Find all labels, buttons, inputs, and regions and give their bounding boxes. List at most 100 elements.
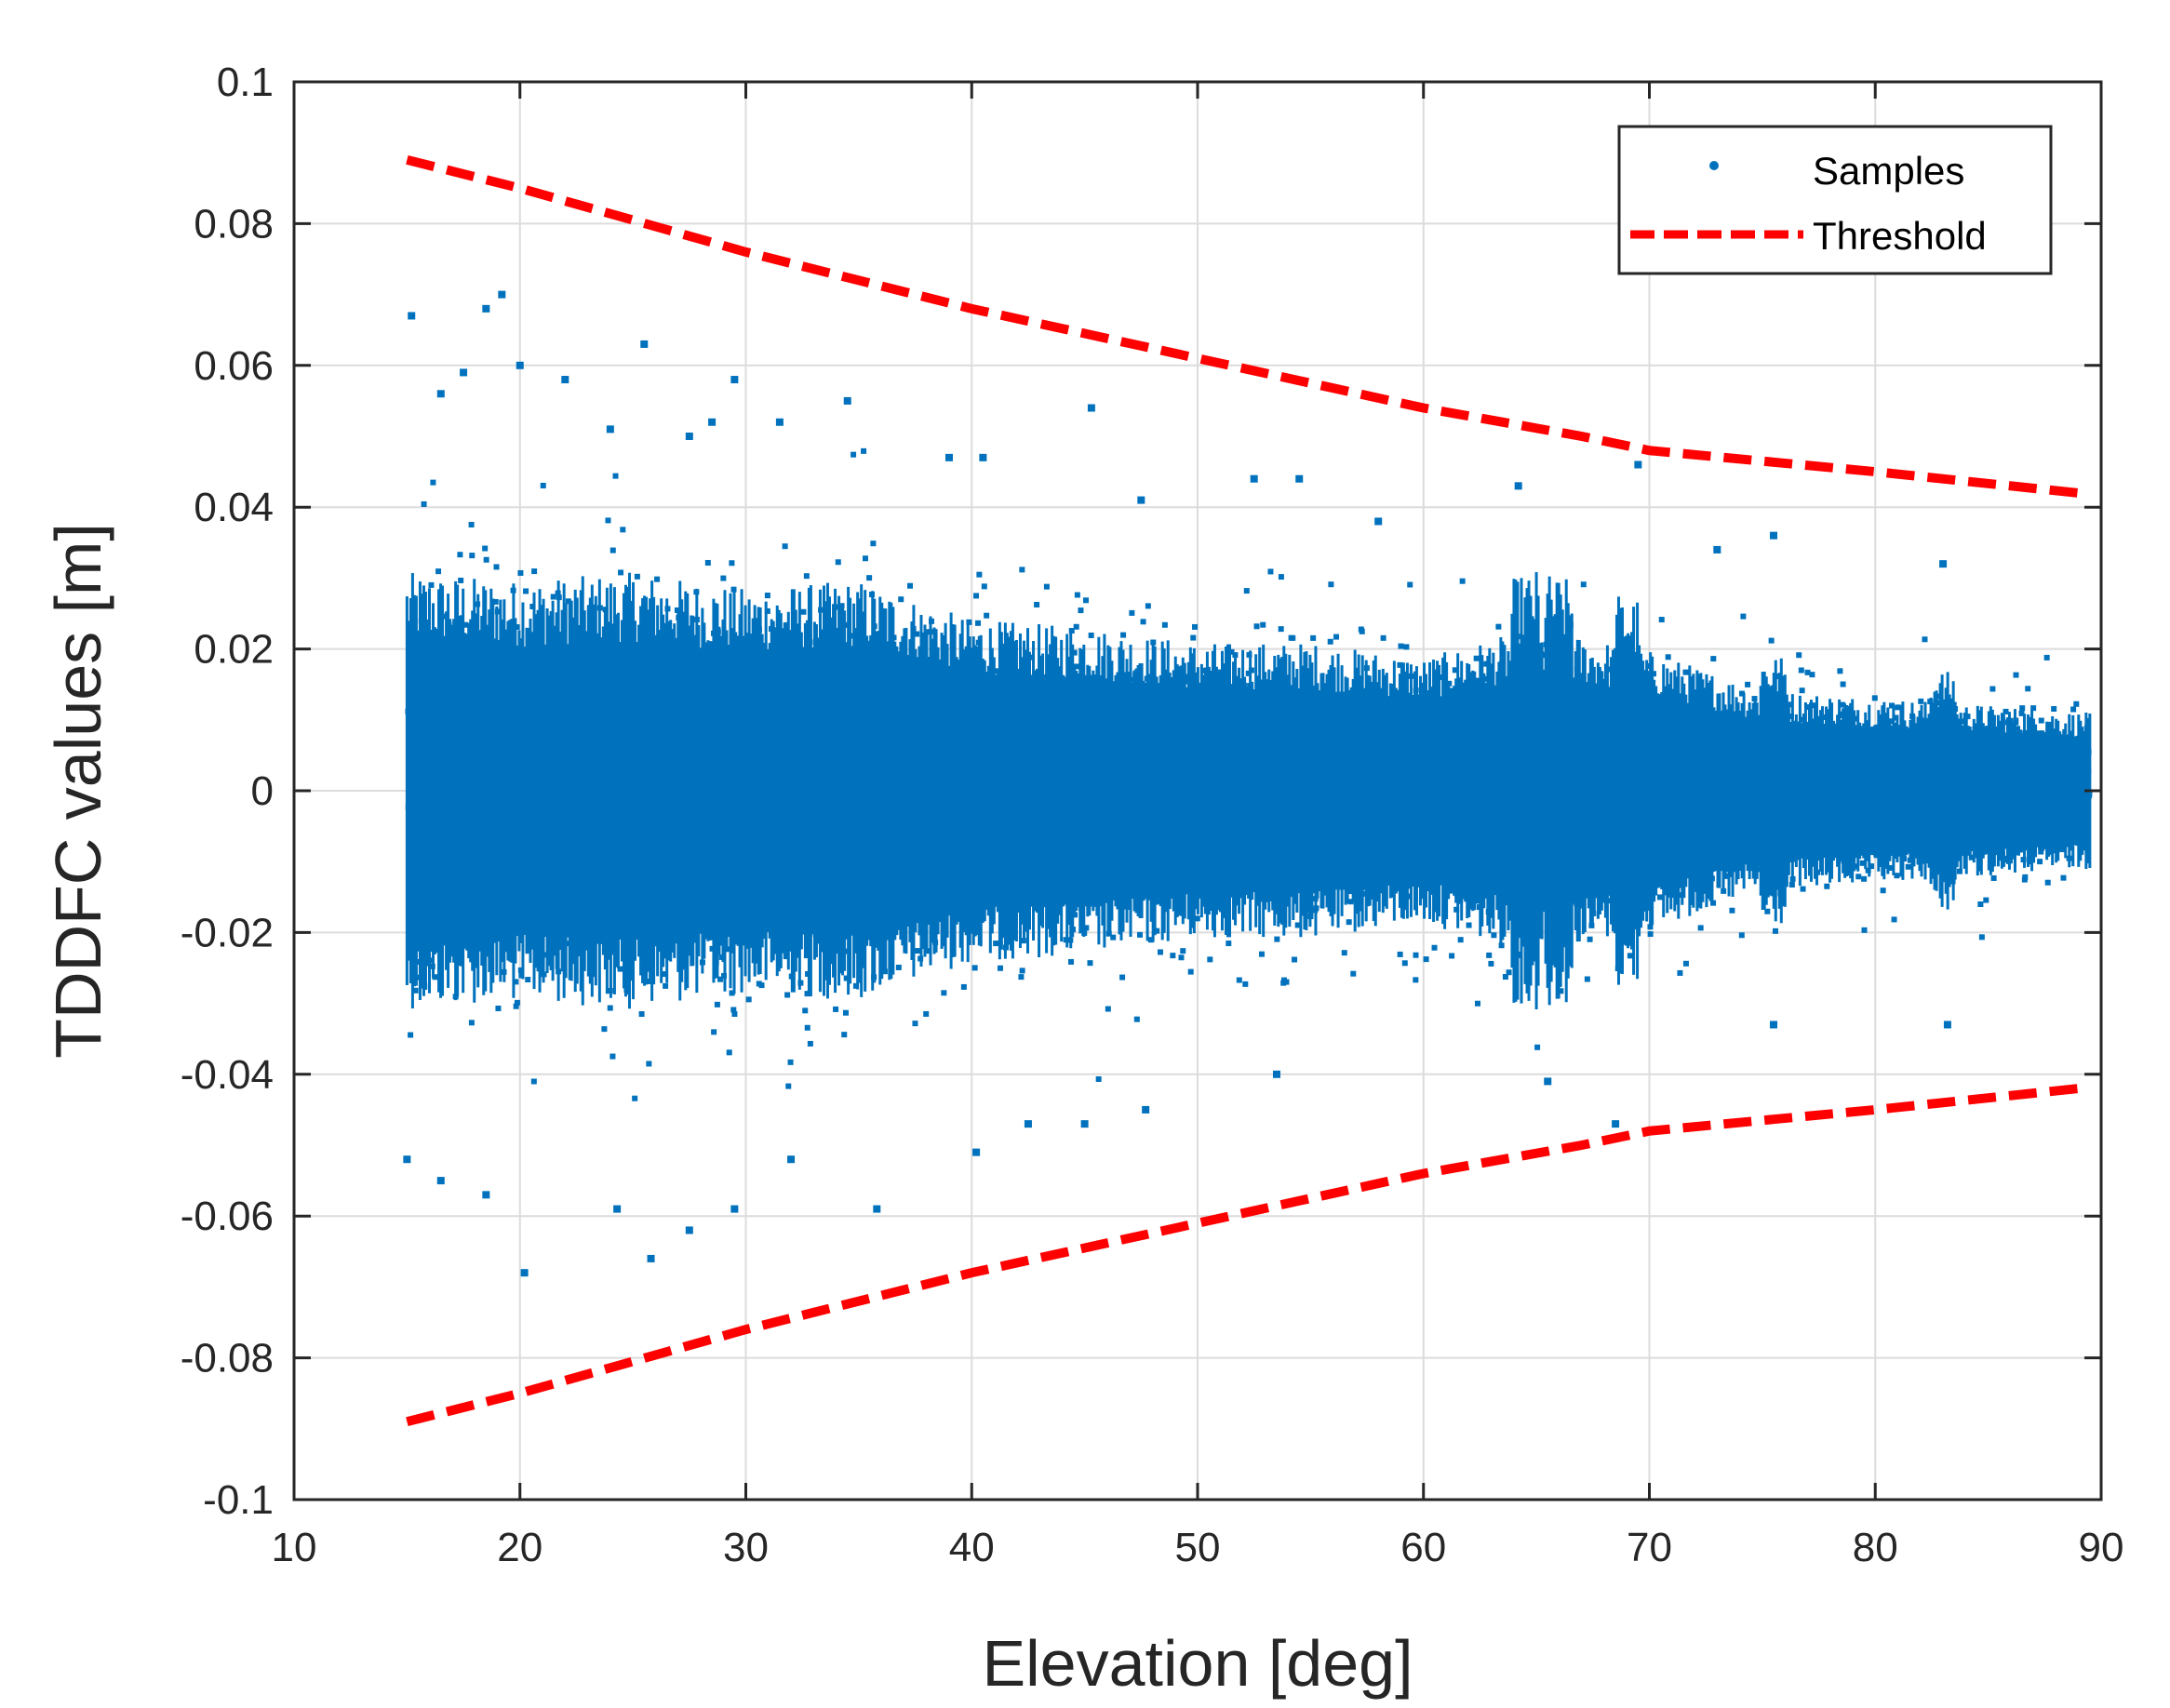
sample-point [494, 608, 501, 615]
sample-point [1344, 696, 1350, 702]
sample-point [2012, 792, 2018, 798]
sample-point [764, 593, 770, 599]
sample-point [778, 862, 784, 869]
sample-point [1332, 722, 1338, 728]
sample-point [1946, 792, 1952, 798]
sample-point [2029, 834, 2036, 840]
sample-point [1547, 726, 1553, 732]
sample-point [976, 754, 983, 761]
sample-point [522, 729, 529, 736]
sample-point [550, 681, 556, 687]
sample-point [1029, 856, 1036, 862]
sample-point [1555, 791, 1561, 797]
sample-point [1757, 728, 1763, 735]
sample-point [1705, 808, 1711, 815]
sample-point [607, 845, 613, 851]
sample-point [1053, 831, 1060, 837]
sample-point [934, 862, 941, 869]
sample-point [455, 836, 462, 843]
sample-point [1766, 887, 1773, 893]
sample-point [2056, 841, 2063, 847]
sample-point [702, 754, 708, 760]
sample-point [1038, 681, 1044, 687]
sample-point [460, 836, 466, 843]
sample-point [1492, 856, 1498, 862]
sample-point [1400, 780, 1407, 786]
sample-point [479, 732, 486, 739]
sample-point [1788, 714, 1795, 720]
sample-point [1177, 885, 1184, 891]
tick-labels: 10 20 30 40 50 60 70 80 90-0.1-0.08-0.06-0.04-0.… [181, 60, 2124, 1570]
sample-point [1288, 847, 1294, 853]
sample-point [2027, 751, 2033, 757]
sample-point [1192, 623, 1199, 630]
sample-point [935, 785, 942, 792]
sample-point [409, 876, 416, 883]
sample-point [514, 624, 520, 631]
sample-point [1132, 672, 1139, 678]
sample-point [1740, 613, 1747, 620]
sample-outlier [979, 453, 987, 461]
sample-point [707, 875, 714, 882]
sample-point [1937, 784, 1944, 791]
sample-point [1511, 745, 1518, 752]
sample-point [1053, 784, 1060, 791]
sample-point [1749, 709, 1756, 715]
sample-point [1792, 757, 1799, 764]
sample-point [1628, 714, 1635, 721]
sample-point [997, 860, 1003, 866]
sample-point [768, 626, 774, 633]
sample-point [1172, 880, 1178, 887]
sample-point [1782, 861, 1788, 868]
sample-point [1073, 663, 1079, 670]
sample-point [1627, 953, 1633, 959]
sample-point [1909, 713, 1916, 719]
sample-point [609, 623, 616, 630]
sample-point [718, 954, 725, 960]
sample-point [1209, 822, 1215, 829]
sample-point [416, 668, 422, 674]
sample-point [1116, 726, 1122, 732]
sample-point [469, 553, 476, 559]
sample-point [1647, 931, 1654, 938]
sample-point [1631, 828, 1638, 834]
sample-point [426, 780, 433, 786]
sample-point [1607, 843, 1614, 849]
sample-point [1789, 875, 1796, 882]
sample-point [1840, 727, 1846, 734]
sample-point [1473, 690, 1480, 697]
sample-point [1877, 793, 1883, 799]
sample-point [1743, 836, 1749, 843]
sample-point [1606, 723, 1613, 729]
y-tick-label: 0 [251, 768, 274, 814]
sample-point [1275, 678, 1281, 685]
sample-point [588, 749, 595, 755]
sample-point [435, 840, 441, 847]
sample-point [1895, 850, 1902, 857]
sample-point [2086, 791, 2093, 797]
sample-point [525, 977, 531, 983]
sample-point [1892, 746, 1898, 753]
sample-point [998, 810, 1005, 817]
sample-point [1218, 749, 1225, 755]
sample-point [756, 740, 762, 746]
sample-point [582, 845, 588, 851]
sample-point [663, 982, 669, 989]
sample-point [468, 1020, 475, 1026]
sample-point [891, 858, 897, 864]
sample-point [914, 657, 920, 663]
sample-point [587, 847, 594, 854]
sample-point [533, 661, 540, 667]
sample-point [806, 751, 812, 757]
sample-point [1236, 678, 1242, 685]
sample-point [1710, 900, 1717, 906]
sample-point [1086, 762, 1092, 768]
sample-point [1119, 829, 1126, 835]
sample-point [657, 653, 663, 660]
sample-point [532, 729, 539, 736]
sample-point [1137, 931, 1144, 938]
sample-point [1984, 826, 1990, 833]
sample-point [1116, 773, 1122, 780]
sample-outlier [1272, 1070, 1280, 1078]
sample-point [614, 666, 621, 673]
